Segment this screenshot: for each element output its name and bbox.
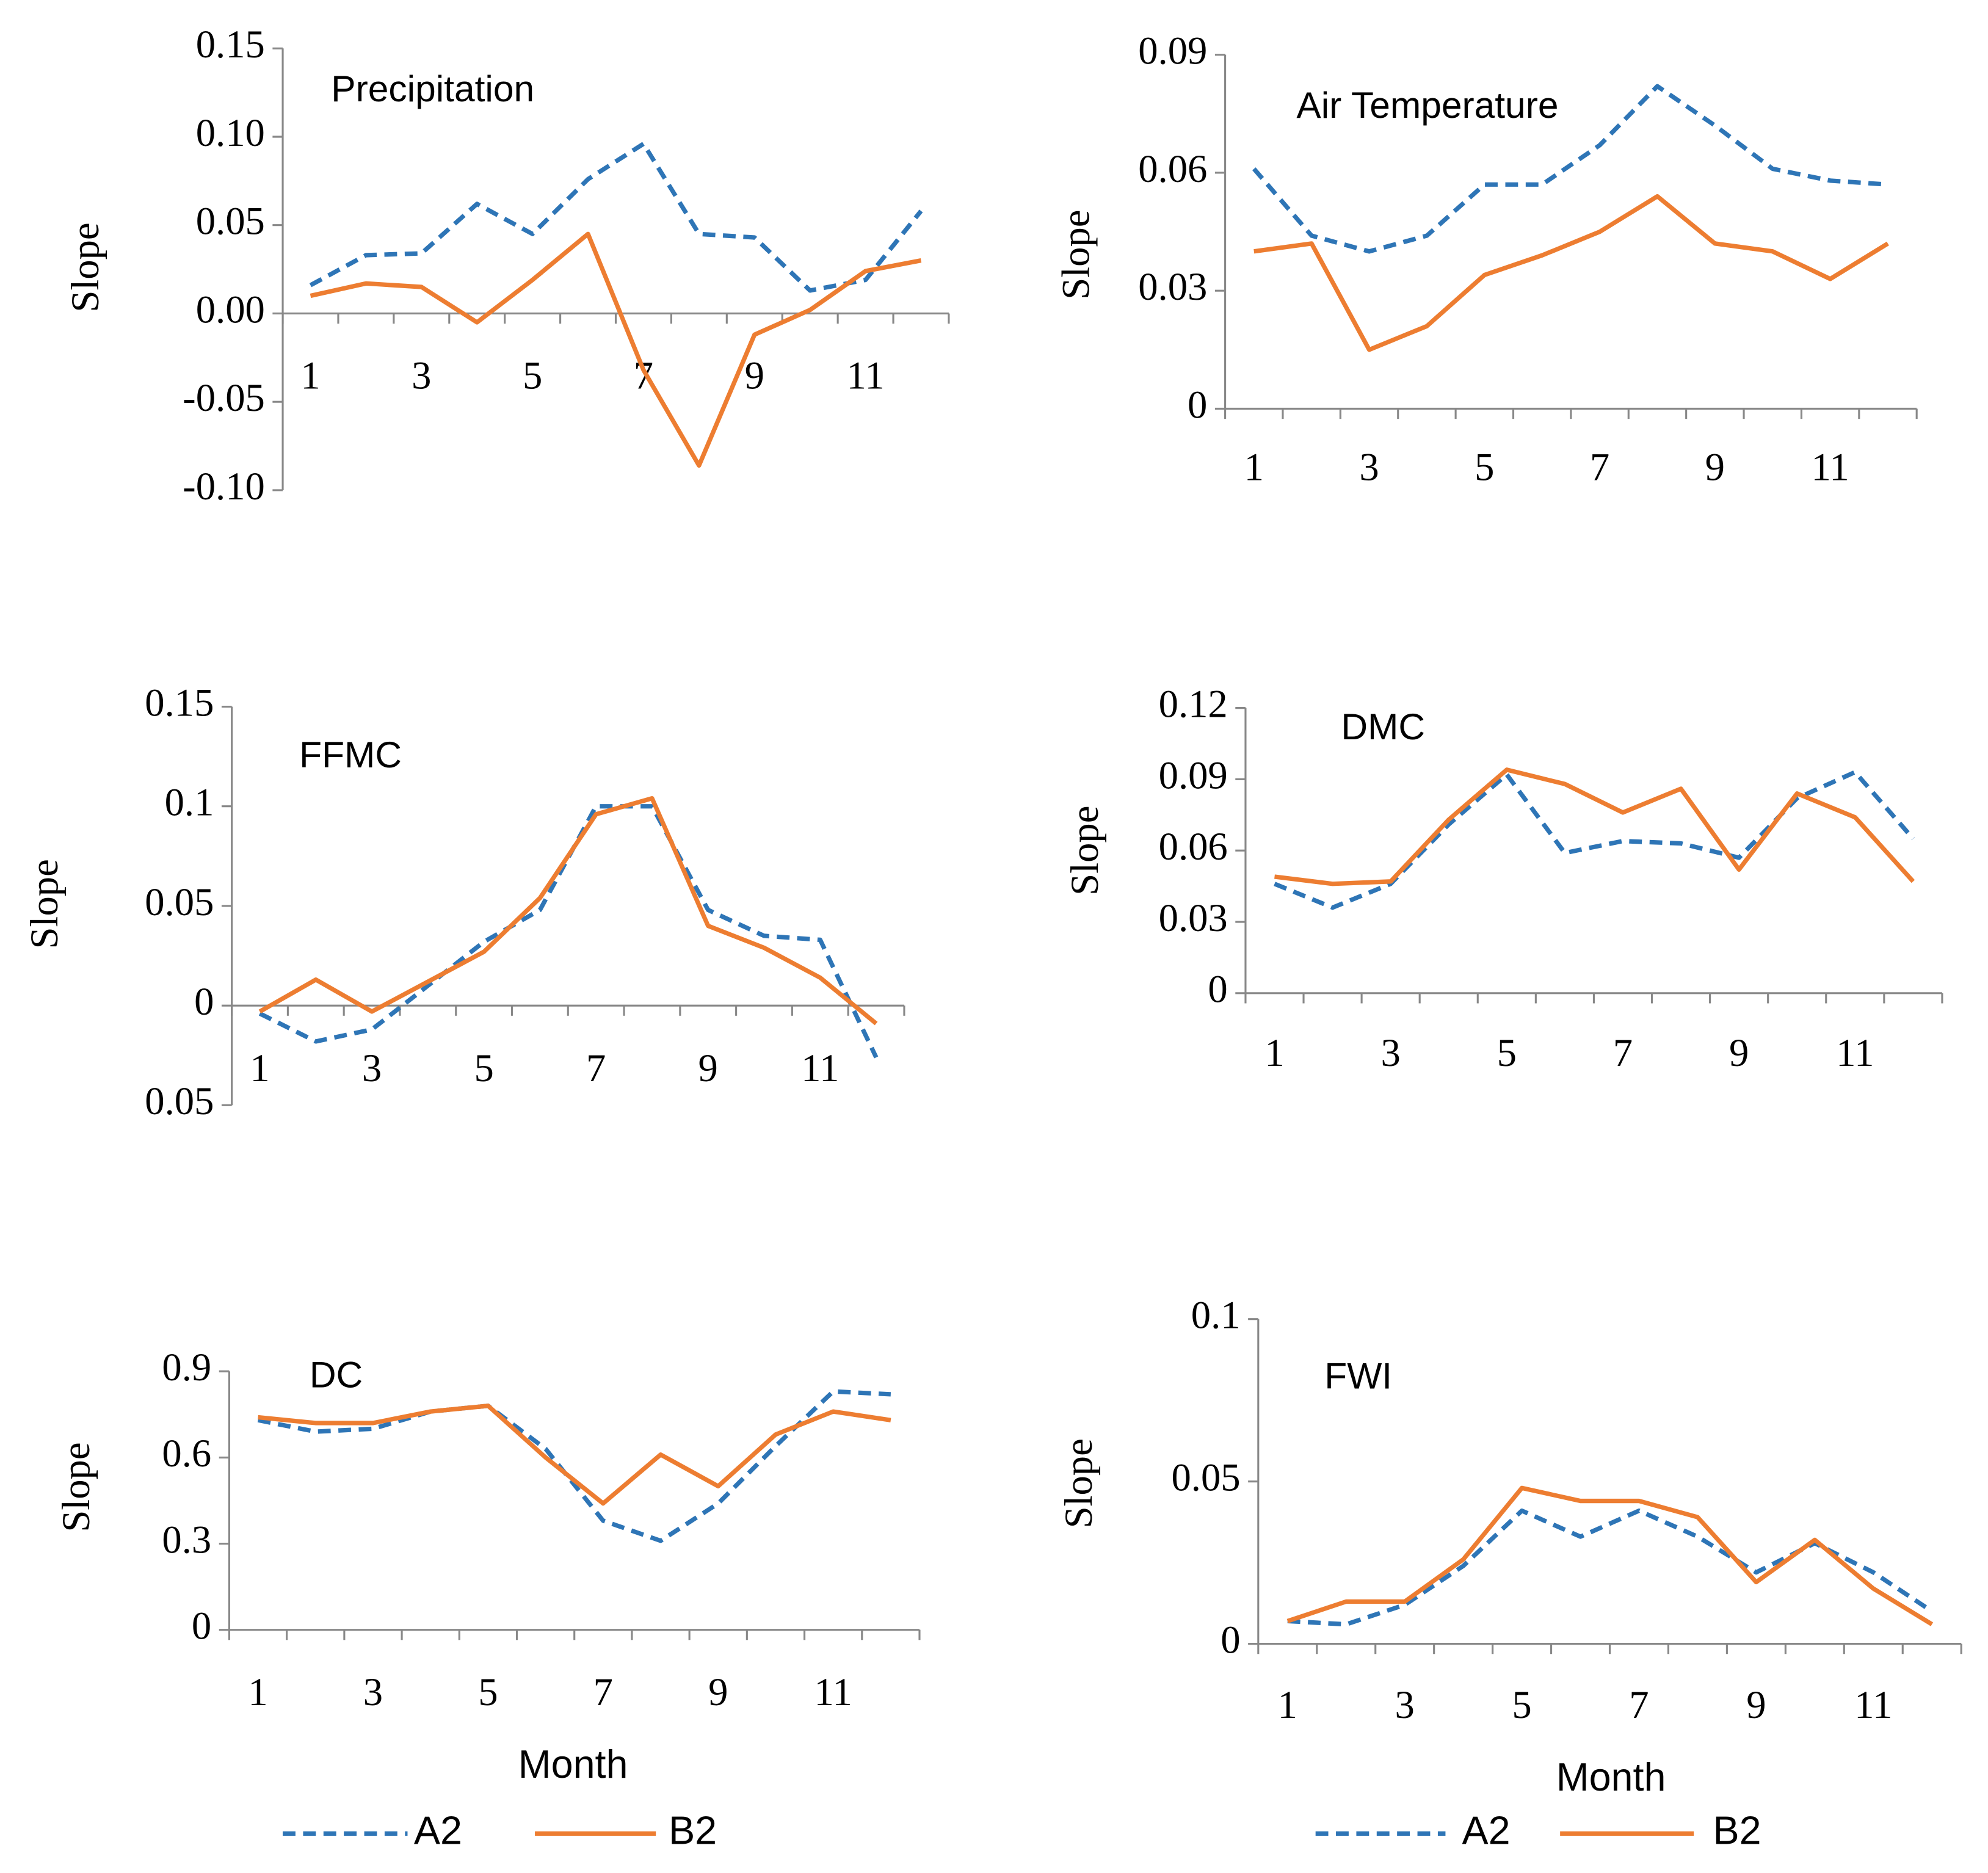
series-line xyxy=(257,1389,891,1543)
y-tick-label: 0 xyxy=(192,1603,211,1647)
x-tick-label: 1 xyxy=(300,353,320,397)
x-tick-label: 9 xyxy=(1729,1031,1749,1074)
y-tick-label: 0.05 xyxy=(145,1079,214,1123)
y-tick-label: 0.05 xyxy=(1171,1455,1240,1499)
y-tick-label: 0.9 xyxy=(162,1345,211,1389)
x-tick-label: 1 xyxy=(1244,445,1264,489)
y-axis-label: Slope xyxy=(22,859,66,949)
x-tick-label: 7 xyxy=(593,1670,613,1714)
x-axis-label: Month xyxy=(1556,1755,1666,1799)
x-tick-label: 9 xyxy=(708,1670,728,1714)
y-axis-label: Slope xyxy=(63,222,107,312)
series-line xyxy=(1274,770,1915,910)
chart-title: Precipitation xyxy=(331,68,534,109)
y-tick-label: 0.6 xyxy=(162,1431,211,1475)
y-tick-label: 0.09 xyxy=(1159,753,1228,797)
legend-label: A2 xyxy=(414,1808,462,1852)
series-line xyxy=(258,1404,891,1506)
x-tick-label: 3 xyxy=(1359,445,1379,489)
x-tick-label: 7 xyxy=(1590,445,1609,489)
series-line xyxy=(1253,194,1889,352)
x-tick-label: 5 xyxy=(474,1046,493,1090)
series-line xyxy=(309,141,923,293)
x-tick-label: 3 xyxy=(1380,1031,1400,1074)
y-tick-label: 0.03 xyxy=(1159,896,1228,940)
x-tick-label: 5 xyxy=(1475,445,1494,489)
y-tick-label: 0.10 xyxy=(196,110,265,154)
x-tick-label: 5 xyxy=(478,1670,498,1714)
y-axis-label: Slope xyxy=(1056,1438,1100,1528)
x-tick-label: 7 xyxy=(1629,1683,1649,1726)
y-tick-label: 0.12 xyxy=(1159,681,1228,725)
series-line xyxy=(310,231,922,468)
y-tick-label: 0.06 xyxy=(1138,147,1207,190)
y-tick-label: 0 xyxy=(1208,967,1227,1011)
series-line xyxy=(258,796,878,1026)
chart-title: Air Temperature xyxy=(1296,84,1558,126)
series-line xyxy=(1286,1485,1934,1626)
chart-title: FWI xyxy=(1324,1355,1392,1397)
series-line xyxy=(1287,1508,1934,1627)
y-tick-label: 0.03 xyxy=(1138,264,1207,308)
x-tick-label: 3 xyxy=(1395,1683,1415,1726)
y-tick-label: 0 xyxy=(194,979,214,1023)
x-tick-label: 5 xyxy=(1512,1683,1531,1726)
x-tick-label: 5 xyxy=(523,353,542,397)
y-tick-label: 0.3 xyxy=(162,1517,211,1561)
x-tick-label: 9 xyxy=(698,1046,718,1090)
y-tick-label: 0.15 xyxy=(196,22,265,66)
series-line xyxy=(258,804,879,1059)
x-tick-label: 1 xyxy=(250,1046,269,1090)
x-tick-label: 11 xyxy=(1836,1031,1874,1074)
x-tick-label: 3 xyxy=(363,1670,383,1714)
legend-label: B2 xyxy=(1713,1808,1761,1852)
y-tick-label: 0.00 xyxy=(196,287,265,331)
y-axis-label: Slope xyxy=(54,1442,98,1532)
x-tick-label: 9 xyxy=(745,353,764,397)
y-axis-label: Slope xyxy=(1062,806,1106,896)
y-tick-label: 0.1 xyxy=(165,780,214,824)
x-tick-label: 1 xyxy=(1264,1031,1284,1074)
x-tick-label: 3 xyxy=(412,353,431,397)
x-tick-label: 11 xyxy=(801,1046,839,1090)
y-tick-label: -0.05 xyxy=(183,375,265,419)
x-tick-label: 9 xyxy=(1746,1683,1766,1726)
x-tick-label: 5 xyxy=(1497,1031,1517,1074)
x-tick-label: 11 xyxy=(1854,1683,1892,1726)
x-tick-label: 1 xyxy=(248,1670,267,1714)
y-axis-label: Slope xyxy=(1054,210,1098,300)
x-tick-label: 7 xyxy=(1613,1031,1633,1074)
x-tick-label: 11 xyxy=(814,1670,852,1714)
y-tick-label: 0 xyxy=(1221,1617,1240,1661)
x-tick-label: 11 xyxy=(1811,445,1849,489)
y-tick-label: 0.05 xyxy=(196,199,265,243)
x-tick-label: 3 xyxy=(362,1046,382,1090)
legend-label: B2 xyxy=(669,1808,717,1852)
x-tick-label: 7 xyxy=(634,353,653,397)
x-tick-label: 7 xyxy=(586,1046,606,1090)
chart-title: FFMC xyxy=(299,734,402,775)
y-tick-label: 0.15 xyxy=(145,680,214,724)
y-tick-label: -0.10 xyxy=(183,464,265,508)
y-tick-label: 0.09 xyxy=(1138,29,1207,73)
x-tick-label: 11 xyxy=(846,353,884,397)
legend-label: A2 xyxy=(1462,1808,1511,1852)
y-tick-label: 0.06 xyxy=(1159,824,1228,868)
x-tick-label: 9 xyxy=(1705,445,1725,489)
y-tick-label: 0.1 xyxy=(1191,1293,1241,1337)
x-tick-label: 1 xyxy=(1278,1683,1297,1726)
x-axis-label: Month xyxy=(518,1742,628,1786)
y-tick-label: 0.05 xyxy=(145,880,214,924)
chart-title: DC xyxy=(310,1354,363,1396)
chart-title: DMC xyxy=(1341,706,1425,747)
series-line xyxy=(1252,84,1888,254)
series-line xyxy=(1274,767,1915,886)
y-tick-label: 0 xyxy=(1188,382,1207,426)
